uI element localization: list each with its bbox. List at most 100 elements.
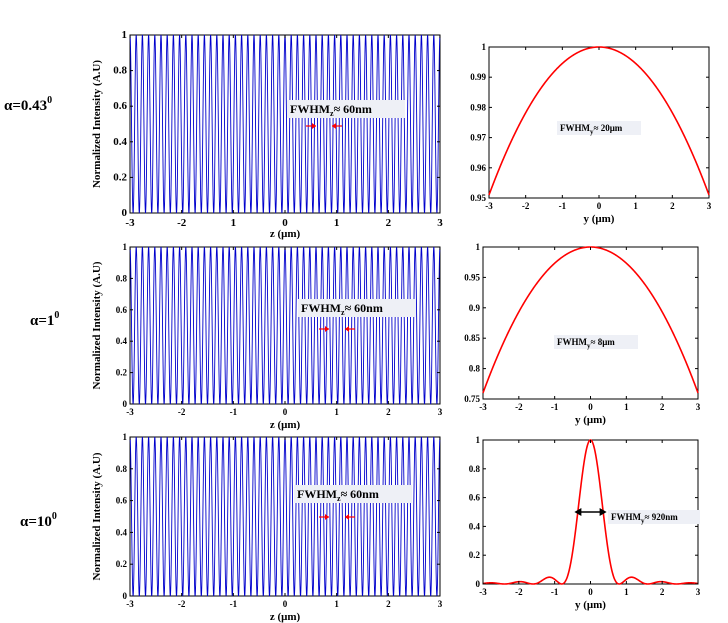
y-axis-label: Normalized Intensity (A.U)	[91, 261, 103, 389]
fwhm-annotation: FWHMy≈ 20μm	[560, 123, 623, 136]
y-tick-label: 0.9	[469, 303, 481, 313]
series-line-intensity	[129, 246, 441, 405]
x-axis-label: z (μm)	[270, 611, 301, 623]
x-tick-label: 0	[588, 587, 593, 597]
x-axis-label: y (μm)	[575, 599, 606, 611]
x-axis-label: z (μm)	[270, 419, 301, 431]
x-tick-label: -1	[230, 407, 238, 417]
x-tick-label: 1	[334, 599, 339, 609]
x-tick-label: 1	[633, 201, 638, 211]
y-tick-label: 0.6	[113, 100, 127, 112]
y-tick-label: 0.6	[116, 305, 128, 315]
panel-left-row3: -3 -2 -1 0 1 2 3 0 0.2 0.4 0.6 0.8 1 z (μm) Normalized…	[91, 432, 443, 623]
x-axis-label: y (μm)	[575, 414, 606, 426]
series-line-profile	[488, 46, 710, 196]
x-tick-label: -1	[230, 599, 238, 609]
y-tick-label: 0.8	[469, 464, 481, 474]
y-tick-label: 1	[123, 242, 128, 252]
x-tick-label: 3	[437, 217, 443, 229]
y-tick-label: 0.96	[470, 163, 486, 173]
y-tick-label: 0.2	[116, 559, 128, 569]
y-tick-label: 0	[122, 207, 128, 219]
y-tick-label: 0.8	[113, 65, 127, 77]
x-tick-label: 3	[696, 402, 701, 412]
y-tick-label: 1	[123, 432, 128, 442]
series-line-profile	[482, 246, 699, 394]
x-tick-label: 2	[660, 587, 665, 597]
y-tick-label: 0.4	[116, 527, 128, 537]
x-tick-label: -3	[479, 587, 487, 597]
x-tick-label: 3	[707, 201, 712, 211]
panel-right-row2: -3 -2 -1 0 1 2 3 0.75 0.8 0.85 0.9 0.95 1 y (μm) FWHMy…	[464, 242, 701, 426]
x-tick-label: -2	[177, 217, 187, 229]
x-tick-label: -2	[178, 599, 186, 609]
fwhm-arrowhead-right	[332, 123, 336, 129]
annotation-background	[298, 299, 416, 317]
fwhm-arrowhead-left	[325, 514, 329, 520]
y-tick-label: 0.2	[469, 550, 481, 560]
y-tick-label: 0.6	[116, 496, 128, 506]
y-tick-label: 0.8	[116, 273, 128, 283]
row-label-0: α=0.430	[4, 95, 52, 114]
x-tick-label: 2	[386, 599, 391, 609]
x-axis-label: y (μm)	[584, 213, 615, 225]
x-tick-label: -3	[126, 407, 134, 417]
y-axis-label: Normalized Intensity (A.U)	[91, 60, 103, 188]
y-tick-label: 1	[476, 242, 481, 252]
panel-right-row1: -3 -2 -1 0 1 2 3 0.95 0.96 0.97 0.98 0.99 1 y (μm) FWH…	[470, 42, 712, 225]
y-tick-label: 0	[476, 579, 481, 589]
x-tick-label: -2	[178, 407, 186, 417]
y-tick-label: 0.4	[116, 336, 128, 346]
x-tick-label: 1	[231, 217, 237, 229]
x-tick-label: 3	[696, 587, 701, 597]
x-tick-label: -2	[515, 587, 523, 597]
y-tick-label: 0	[123, 399, 128, 409]
y-tick-label: 0	[123, 591, 128, 601]
y-axis-label: Normalized Intensity (A.U)	[91, 452, 103, 580]
fwhm-annotation: FWHMy≈ 8μm	[557, 337, 615, 350]
x-tick-label: 2	[386, 217, 392, 229]
y-tick-label: 0.99	[470, 72, 486, 82]
y-tick-label: 0.4	[469, 521, 481, 531]
y-tick-label: 0.2	[116, 368, 128, 378]
x-axis-label: z (μm)	[270, 228, 301, 240]
axes-frame	[129, 34, 441, 214]
series-line-intensity	[129, 34, 441, 214]
x-tick-label: -1	[551, 402, 559, 412]
x-tick-label: 1	[334, 407, 339, 417]
annotation-background	[294, 485, 412, 503]
fwhm-annotation: FWHMy≈ 920nm	[611, 512, 678, 525]
axes-frame	[129, 246, 441, 405]
fwhm-annotation: FWHMz≈ 60nm	[301, 301, 383, 317]
y-tick-label: 0.85	[464, 333, 480, 343]
panel-left-row1: -3 -2 1 0 1 2 3 0 0.2 0.4 0.6 0.8 1 z (μm) Normalized …	[91, 29, 443, 240]
axes-frame	[482, 246, 699, 400]
x-tick-label: -2	[515, 402, 523, 412]
x-tick-label: 0	[597, 201, 602, 211]
y-tick-label: 1	[482, 42, 487, 52]
y-tick-label: 0.75	[464, 394, 480, 404]
fwhm-arrowhead-left	[325, 326, 329, 332]
y-tick-label: 0.8	[469, 364, 481, 374]
fwhm-arrowhead-left	[312, 123, 316, 129]
y-tick-label: 0.97	[470, 133, 486, 143]
y-tick-label: 0.6	[469, 493, 481, 503]
annotation-background	[557, 121, 641, 135]
y-tick-label: 0.98	[470, 102, 486, 112]
x-tick-label: -3	[479, 402, 487, 412]
x-tick-label: 1	[624, 587, 629, 597]
y-tick-label: 0.95	[470, 193, 486, 203]
y-tick-label: 0.8	[116, 464, 128, 474]
x-tick-label: 0	[588, 402, 593, 412]
y-tick-label: 1	[476, 435, 481, 445]
axes-frame	[129, 436, 441, 597]
x-tick-label: -3	[125, 217, 135, 229]
x-tick-label: 2	[386, 407, 391, 417]
fwhm-arrowhead-right	[345, 514, 349, 520]
x-tick-label: -1	[551, 587, 559, 597]
x-tick-label: 3	[438, 599, 443, 609]
x-tick-label: 3	[438, 407, 443, 417]
x-tick-label: 1	[334, 217, 340, 229]
y-tick-label: 0.4	[113, 136, 127, 148]
